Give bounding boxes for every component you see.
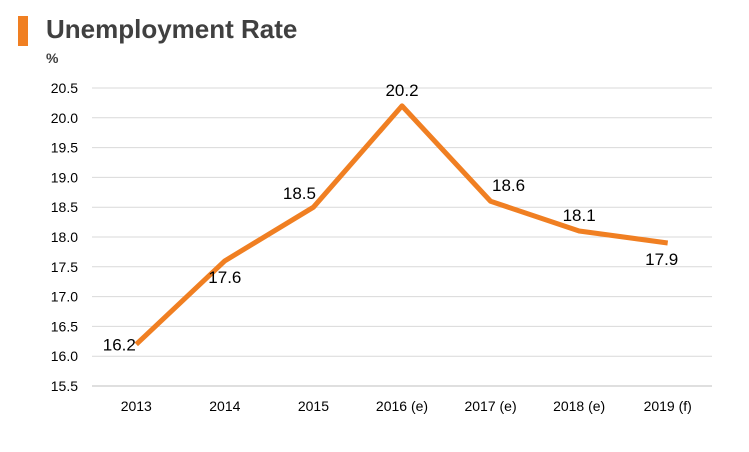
series-line [134, 103, 669, 347]
data-label: 18.5 [283, 184, 316, 203]
x-tick-label: 2019 (f) [644, 398, 692, 414]
y-tick-label: 16.5 [51, 318, 78, 334]
data-label: 17.9 [645, 250, 678, 269]
chart-title: Unemployment Rate [46, 14, 298, 44]
data-label: 18.1 [563, 206, 596, 225]
y-tick-label: 15.5 [51, 378, 78, 394]
y-tick-label: 18.5 [51, 199, 78, 215]
y-tick-label: 19.5 [51, 140, 78, 156]
x-tick-label: 2013 [121, 398, 152, 414]
x-tick-label: 2016 (e) [376, 398, 428, 414]
y-tick-label: 20.5 [51, 80, 78, 96]
data-label: 20.2 [385, 81, 418, 100]
data-label: 16.2 [103, 335, 136, 354]
x-tick-label: 2014 [209, 398, 240, 414]
y-tick-label: 20.0 [51, 110, 78, 126]
x-tick-label: 2017 (e) [464, 398, 516, 414]
x-tick-label: 2015 [298, 398, 329, 414]
y-tick-label: 18.0 [51, 229, 78, 245]
y-tick-label: 17.5 [51, 259, 78, 275]
y-tick-label: 17.0 [51, 289, 78, 305]
title-accent-bar [18, 16, 28, 46]
y-tick-label: 16.0 [51, 348, 78, 364]
y-axis-unit: % [46, 50, 59, 66]
x-tick-label: 2018 (e) [553, 398, 605, 414]
data-label: 17.6 [208, 268, 241, 287]
y-tick-label: 19.0 [51, 169, 78, 185]
data-label: 18.6 [492, 176, 525, 195]
